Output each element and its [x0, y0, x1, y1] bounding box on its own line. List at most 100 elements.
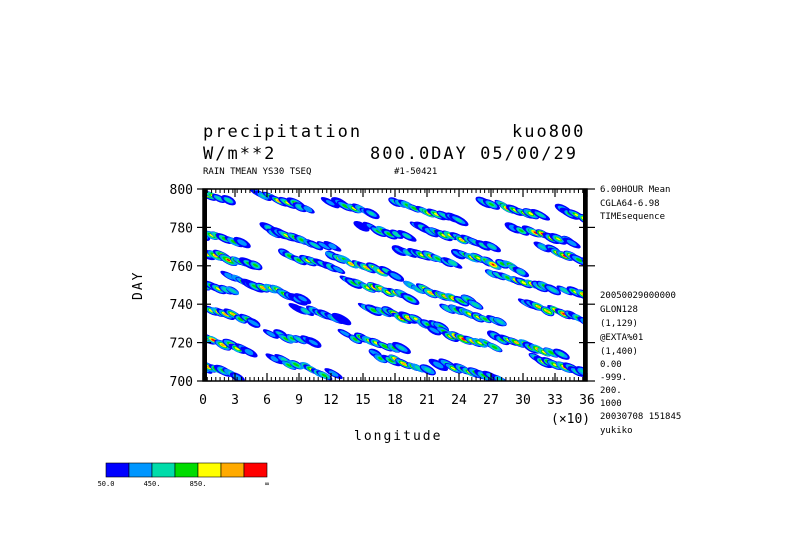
precip-cell [588, 217, 599, 225]
precip-cell [224, 197, 233, 203]
precip-cell [298, 295, 308, 302]
precip-cell [392, 231, 401, 237]
precip-cell [491, 263, 495, 266]
precip-cell [353, 220, 370, 232]
right-edge-bar [583, 189, 587, 381]
info-line-mean: 6.00HOUR Mean [600, 185, 671, 195]
precip-cell [310, 242, 320, 248]
precip-cell [414, 287, 422, 292]
precip-cell [560, 287, 569, 293]
precip-cell [458, 299, 465, 304]
precip-cell [230, 239, 237, 244]
precip-cell [562, 254, 567, 257]
time-label: 800.0DAY 05/00/29 [370, 144, 578, 164]
precip-cell [209, 234, 214, 237]
precip-cell [576, 257, 582, 262]
precip-cell [401, 362, 406, 366]
precip-cell [328, 370, 339, 377]
colorbar-label: 50.0 [98, 480, 115, 488]
precip-cell [596, 221, 606, 228]
precip-cell [548, 350, 555, 355]
precip-cell [260, 286, 265, 290]
precip-cell [481, 373, 487, 378]
precip-cell [496, 319, 504, 324]
y-tick-label: 720 [170, 337, 193, 352]
precip-cell [226, 258, 231, 262]
precip-cell [391, 346, 397, 350]
info-line-user: yukiko [600, 426, 633, 436]
precip-cell [429, 327, 440, 334]
precip-cell [215, 287, 221, 291]
precip-cell [592, 217, 609, 231]
precip-cell [414, 365, 422, 371]
colorbar-swatch [197, 462, 222, 478]
contour-field [180, 189, 609, 381]
x-tick-label: 3 [231, 393, 239, 408]
precip-cell [299, 238, 305, 242]
y-tick-label: 740 [170, 298, 193, 313]
left-edge-bar [203, 189, 207, 381]
y-tick-label: 780 [170, 221, 193, 236]
info-line-200: 200. [600, 386, 622, 396]
precip-cell [406, 316, 410, 319]
info-line-timestamp: 20030708 151845 [600, 412, 682, 422]
x-tick-label: 27 [483, 393, 499, 408]
colorbar-label: 850. [190, 480, 207, 488]
precip-cell [252, 284, 258, 289]
precip-cell [482, 317, 488, 321]
precip-cell [441, 233, 446, 237]
precip-cell [479, 242, 488, 248]
precip-cell [448, 260, 457, 266]
precip-cell [494, 273, 504, 279]
precip-cell [375, 229, 382, 234]
precip-cell [365, 286, 370, 289]
precip-cell [447, 233, 453, 237]
precip-cell [339, 330, 351, 337]
precip-cell [450, 366, 456, 370]
precip-cell [553, 363, 557, 367]
precip-cell [328, 243, 337, 250]
precip-cell [325, 199, 335, 206]
precip-cell [528, 212, 534, 216]
precip-cell [350, 281, 357, 285]
info-line-grid: CGLA64-6.98 [600, 199, 660, 209]
info-line-date: 20050029000000 [600, 291, 676, 301]
precip-cell [424, 367, 432, 373]
precip-cell [296, 258, 302, 262]
precip-cell [487, 244, 496, 249]
precip-cell [308, 339, 318, 346]
info-line-glon: GLON128 [600, 305, 638, 315]
precip-cell [244, 348, 254, 356]
precip-cell [303, 206, 313, 213]
precip-cell [351, 207, 357, 210]
precip-cell [594, 297, 605, 305]
precip-cell [285, 201, 291, 205]
precip-cell [574, 213, 579, 217]
precip-cell [589, 295, 594, 299]
precip-cell [573, 290, 578, 294]
y-tick-label: 700 [170, 375, 193, 390]
precip-cell [266, 331, 276, 337]
precip-cell [286, 363, 292, 367]
x-tick-label: 0 [199, 393, 207, 408]
colorbar-label: ∞ [265, 480, 269, 488]
precip-cell [228, 288, 237, 293]
x-axis-label: longitude [354, 429, 443, 444]
precip-cell [514, 341, 519, 344]
precip-cell [471, 302, 480, 308]
precip-cell [533, 231, 538, 234]
precip-cell [499, 262, 505, 266]
variable-subtitle: RAIN TMEAN YS30 TSEQ [203, 167, 312, 177]
info-line-missing: -999. [600, 373, 628, 383]
precip-cell [390, 272, 402, 280]
precip-cell [536, 305, 541, 308]
colorbar-swatch [220, 462, 245, 478]
info-line-sequence: TIMEsequence [600, 212, 666, 222]
precip-cell [590, 294, 608, 307]
precip-cell [443, 306, 452, 312]
precip-cell [191, 362, 199, 368]
precip-cell [180, 275, 199, 289]
precip-cell [477, 341, 483, 345]
colorbar-swatch [128, 462, 153, 478]
